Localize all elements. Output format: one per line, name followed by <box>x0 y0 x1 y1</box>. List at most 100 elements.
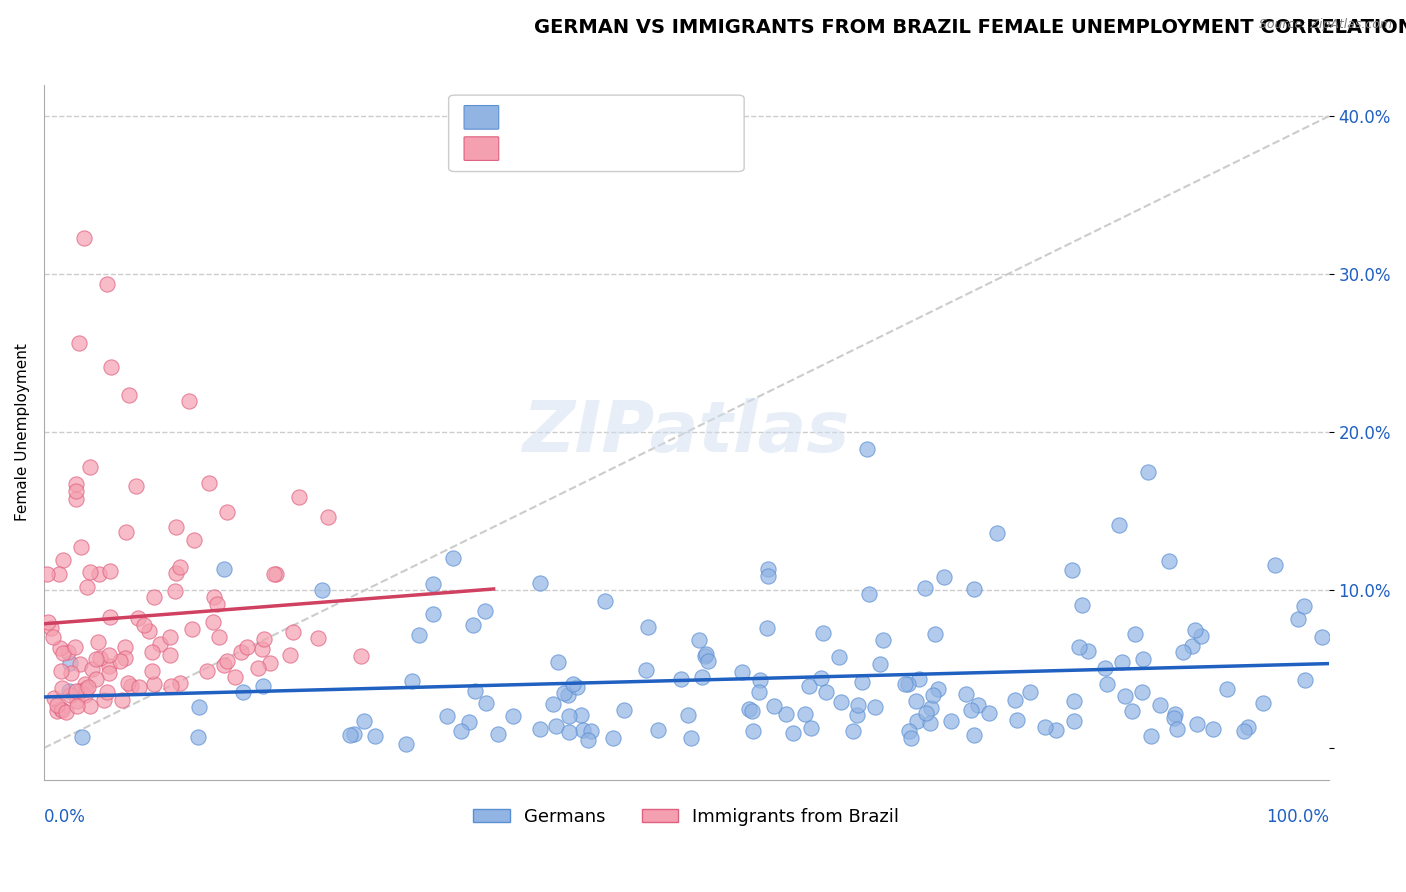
Germans <box>897 677 920 691</box>
Immigrants from Brazil <box>108 654 131 668</box>
Immigrants from Brazil <box>114 650 136 665</box>
FancyBboxPatch shape <box>464 105 499 129</box>
Germans <box>967 698 990 712</box>
Germans <box>634 663 657 677</box>
Immigrants from Brazil <box>159 630 181 644</box>
Germans <box>613 703 636 717</box>
Immigrants from Brazil <box>69 657 91 671</box>
Immigrants from Brazil <box>84 652 107 666</box>
Immigrants from Brazil <box>46 698 69 712</box>
Immigrants from Brazil <box>97 659 120 673</box>
Germans <box>1310 630 1333 644</box>
Immigrants from Brazil <box>263 566 285 581</box>
Germans <box>1149 698 1171 712</box>
Immigrants from Brazil <box>212 658 235 673</box>
Germans <box>1202 722 1225 736</box>
Germans <box>547 655 569 669</box>
Germans <box>924 627 946 641</box>
Immigrants from Brazil <box>96 277 118 291</box>
Germans <box>1063 714 1085 729</box>
Germans <box>569 708 592 723</box>
Immigrants from Brazil <box>49 641 72 656</box>
Germans <box>810 671 832 685</box>
Germans <box>232 684 254 698</box>
Immigrants from Brazil <box>114 640 136 654</box>
Germans <box>679 731 702 745</box>
Immigrants from Brazil <box>117 676 139 690</box>
Germans <box>450 724 472 739</box>
Germans <box>830 695 852 709</box>
Immigrants from Brazil <box>132 617 155 632</box>
Immigrants from Brazil <box>52 646 75 660</box>
Germans <box>941 714 963 729</box>
Germans <box>959 703 981 717</box>
Immigrants from Brazil <box>79 565 101 579</box>
Immigrants from Brazil <box>165 566 187 581</box>
Immigrants from Brazil <box>65 484 87 499</box>
Immigrants from Brazil <box>288 490 311 504</box>
Germans <box>856 442 879 456</box>
Germans <box>529 722 551 736</box>
Germans <box>436 708 458 723</box>
Immigrants from Brazil <box>66 694 89 708</box>
Germans <box>1004 693 1026 707</box>
Text: ZIPatlas: ZIPatlas <box>523 398 851 467</box>
Immigrants from Brazil <box>59 688 82 702</box>
Immigrants from Brazil <box>231 645 253 659</box>
Immigrants from Brazil <box>67 335 90 350</box>
Germans <box>637 619 659 633</box>
Germans <box>748 685 770 699</box>
Germans <box>1166 722 1188 736</box>
Germans <box>461 618 484 632</box>
Immigrants from Brazil <box>69 684 91 698</box>
Germans <box>1163 711 1185 725</box>
Immigrants from Brazil <box>128 680 150 694</box>
Immigrants from Brazil <box>87 635 110 649</box>
Immigrants from Brazil <box>118 388 141 402</box>
Germans <box>1164 706 1187 721</box>
Germans <box>828 650 851 665</box>
Germans <box>72 731 94 745</box>
Germans <box>846 708 869 723</box>
Germans <box>474 604 496 618</box>
Immigrants from Brazil <box>51 681 73 696</box>
Legend: Germans, Immigrants from Brazil: Germans, Immigrants from Brazil <box>467 801 907 833</box>
Immigrants from Brazil <box>49 702 72 716</box>
Germans <box>1005 713 1028 727</box>
Germans <box>1237 720 1260 734</box>
Germans <box>756 569 779 583</box>
Immigrants from Brazil <box>250 642 273 657</box>
Immigrants from Brazil <box>77 680 100 694</box>
Text: GERMAN VS IMMIGRANTS FROM BRAZIL FEMALE UNEMPLOYMENT CORRELATION CHART: GERMAN VS IMMIGRANTS FROM BRAZIL FEMALE … <box>534 18 1406 37</box>
Germans <box>1045 723 1067 737</box>
Immigrants from Brazil <box>114 524 136 539</box>
Immigrants from Brazil <box>163 583 186 598</box>
Immigrants from Brazil <box>75 681 97 696</box>
Germans <box>775 706 797 721</box>
Immigrants from Brazil <box>98 648 121 662</box>
Germans <box>898 723 921 738</box>
Immigrants from Brazil <box>98 665 121 680</box>
Germans <box>422 577 444 591</box>
Germans <box>1286 612 1309 626</box>
Germans <box>647 723 669 738</box>
FancyBboxPatch shape <box>449 95 744 171</box>
Germans <box>557 688 579 702</box>
Germans <box>963 728 986 742</box>
Germans <box>934 570 956 584</box>
Germans <box>955 688 977 702</box>
Germans <box>1095 677 1118 691</box>
Immigrants from Brazil <box>75 677 97 691</box>
Germans <box>1216 682 1239 697</box>
Immigrants from Brazil <box>141 645 163 659</box>
Germans <box>741 704 763 718</box>
Germans <box>581 724 603 739</box>
Germans <box>464 684 486 698</box>
Immigrants from Brazil <box>217 506 239 520</box>
Immigrants from Brazil <box>55 705 77 719</box>
Germans <box>905 714 928 728</box>
Immigrants from Brazil <box>79 460 101 475</box>
Germans <box>353 714 375 728</box>
Immigrants from Brazil <box>39 621 62 635</box>
Germans <box>690 669 713 683</box>
